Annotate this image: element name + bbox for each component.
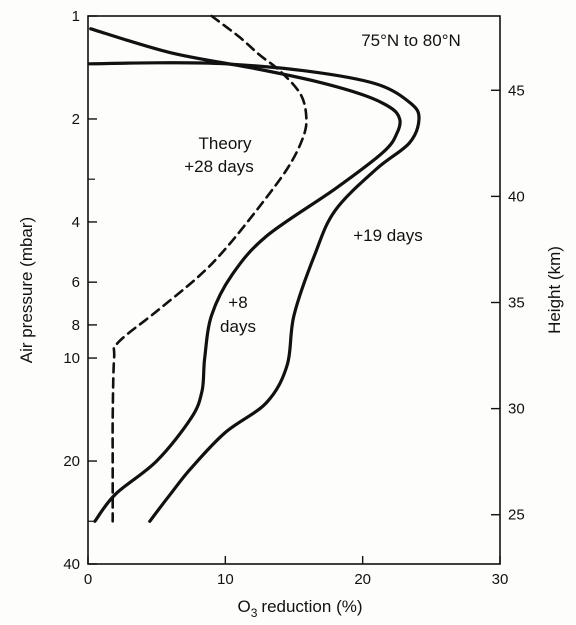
x-axis-title-chem: O	[237, 597, 250, 616]
series-line-plus8	[89, 27, 402, 523]
series-layer	[87, 14, 421, 523]
y-right-axis-title: Height (km)	[545, 246, 564, 334]
annotation-theory: Theory	[199, 134, 252, 153]
annotation-plus8: +8	[228, 293, 247, 312]
y-left-tick-label: 4	[72, 214, 80, 231]
ticks-layer: 0 10 20 30 1 2 4 6 8 10 20 40 25 30 35 40 45	[63, 8, 524, 588]
chart-title: 75°N to 80°N	[361, 31, 461, 50]
plot-frame	[87, 15, 501, 565]
y-left-axis-title: Air pressure (mbar)	[17, 217, 36, 363]
y-right-tick-label: 35	[508, 294, 525, 311]
y-right-tick-label: 25	[508, 507, 525, 524]
annotation-plus19-days: +19 days	[353, 226, 422, 245]
y-left-tick-label: 6	[72, 274, 80, 291]
annotation-days: days	[220, 317, 256, 336]
y-left-tick-label: 2	[72, 111, 80, 128]
x-tick-label: 20	[354, 571, 371, 588]
series-line-theory	[111, 14, 308, 523]
y-left-tick-label: 8	[72, 317, 80, 334]
y-right-tick-label: 30	[508, 401, 525, 418]
y-right-tick-label: 40	[508, 188, 525, 205]
x-axis-title-subscript: 3	[251, 606, 258, 620]
series-line-plus19	[87, 61, 421, 523]
annotation-plus28-days: +28 days	[184, 157, 253, 176]
x-tick-label: 10	[217, 571, 234, 588]
y-right-tick-label: 45	[508, 82, 525, 99]
x-axis-title: O3 reduction (%)	[237, 597, 362, 620]
y-left-tick-label: 40	[63, 556, 80, 573]
x-tick-label: 0	[84, 571, 92, 588]
y-left-tick-label: 10	[63, 350, 80, 367]
y-left-tick-label: 20	[63, 453, 80, 470]
x-tick-label: 30	[492, 571, 509, 588]
y-left-tick-label: 1	[72, 8, 80, 25]
x-axis-title-text: reduction (%)	[261, 597, 362, 616]
